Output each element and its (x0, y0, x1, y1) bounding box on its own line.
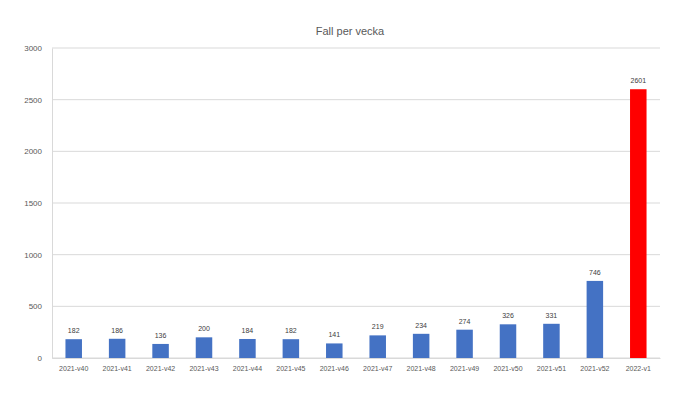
bar (500, 324, 517, 358)
x-tick: 2021-v44 (233, 358, 262, 372)
x-tick: 2021-v40 (59, 358, 88, 372)
grid-line (52, 99, 660, 100)
x-tick: 2021-v47 (363, 358, 392, 372)
x-tick: 2022-v1 (626, 358, 651, 372)
x-tick: 2021-v49 (450, 358, 479, 372)
grid-line (52, 306, 660, 307)
bar (587, 281, 604, 358)
title: Fall per vecka (316, 25, 385, 37)
data-label: 186 (111, 327, 123, 334)
grid-line (52, 48, 660, 49)
y-tick-label: 500 (29, 302, 43, 311)
y-tick: 1500 (24, 199, 52, 208)
x-tick-label: 2022-v1 (626, 365, 651, 372)
x-tick-label: 2021-v46 (320, 365, 349, 372)
x-tick-label: 2021-v51 (537, 365, 566, 372)
x-tick-label: 2021-v42 (146, 365, 175, 372)
x-tick: 2021-v52 (580, 358, 609, 372)
data-label: 746 (589, 269, 601, 276)
y-tick-label: 1000 (24, 251, 42, 260)
data-label: 234 (415, 322, 427, 329)
data-label: 331 (546, 312, 558, 319)
grid-line (52, 151, 660, 152)
data-label: 219 (372, 323, 384, 330)
bar (630, 89, 647, 358)
x-tick-label: 2021-v44 (233, 365, 262, 372)
grid-line (52, 358, 660, 359)
data-label: 136 (155, 332, 167, 339)
bar (109, 339, 126, 358)
chart: Fall per vecka 0 500 1000 1500 2000 2500 3000 20… (0, 0, 700, 394)
x-tick-label: 2021-v40 (59, 365, 88, 372)
x-tick: 2021-v43 (189, 358, 218, 372)
x-tick-label: 2021-v52 (580, 365, 609, 372)
data-label: 200 (198, 325, 210, 332)
x-tick-label: 2021-v50 (493, 365, 522, 372)
bar (369, 335, 386, 358)
x-tick-label: 2021-v48 (407, 365, 436, 372)
x-axis: 2021-v40 2021-v41 2021-v42 2021-v43 2021-v44… (53, 358, 661, 372)
y-tick: 3000 (24, 44, 52, 53)
x-tick: 2021-v51 (537, 358, 566, 372)
x-tick: 2021-v41 (103, 358, 132, 372)
y-tick-label: 3000 (24, 44, 42, 53)
y-axis-line (52, 49, 53, 359)
x-tick-label: 2021-v41 (103, 365, 132, 372)
plot: 0 500 1000 1500 2000 2500 3000 2021-v40 2021-v41… (24, 44, 660, 372)
y-tick-label: 2500 (24, 96, 42, 105)
y-tick-label: 0 (38, 354, 43, 363)
x-tick: 2021-v46 (320, 358, 349, 372)
x-tick: 2021-v45 (276, 358, 305, 372)
grid (52, 48, 660, 358)
y-axis: 0 500 1000 1500 2000 2500 3000 (24, 44, 52, 363)
bar (413, 334, 430, 358)
x-tick-label: 2021-v47 (363, 365, 392, 372)
data-label: 326 (502, 312, 514, 319)
grid-line (52, 203, 660, 204)
data-label: 184 (242, 327, 254, 334)
bar (543, 324, 560, 358)
bar (326, 343, 343, 358)
data-label: 274 (459, 318, 471, 325)
x-axis-line (53, 358, 661, 359)
y-tick-label: 1500 (24, 199, 42, 208)
y-tick: 2500 (24, 96, 52, 105)
bar (152, 344, 169, 358)
data-label: 141 (328, 331, 340, 338)
bar (196, 337, 213, 358)
bars (65, 89, 646, 358)
x-tick-label: 2021-v43 (189, 365, 218, 372)
grid-line (52, 254, 660, 255)
data-label: 182 (285, 327, 297, 334)
bar (65, 339, 82, 358)
data-label: 182 (68, 327, 80, 334)
x-tick: 2021-v42 (146, 358, 175, 372)
y-tick: 0 (38, 354, 52, 363)
data-label: 2601 (630, 77, 646, 84)
data-labels: 182 186 136 200 184 182 141 219 234 274 326 331 746 2… (68, 77, 646, 339)
x-tick: 2021-v50 (493, 358, 522, 372)
y-tick: 500 (29, 302, 52, 311)
x-tick-label: 2021-v49 (450, 365, 479, 372)
bar (456, 330, 473, 358)
x-tick: 2021-v48 (407, 358, 436, 372)
x-tick-label: 2021-v45 (276, 365, 305, 372)
y-tick-label: 2000 (24, 147, 42, 156)
y-tick: 2000 (24, 147, 52, 156)
bar (239, 339, 256, 358)
y-tick: 1000 (24, 251, 52, 260)
bar (283, 339, 300, 358)
